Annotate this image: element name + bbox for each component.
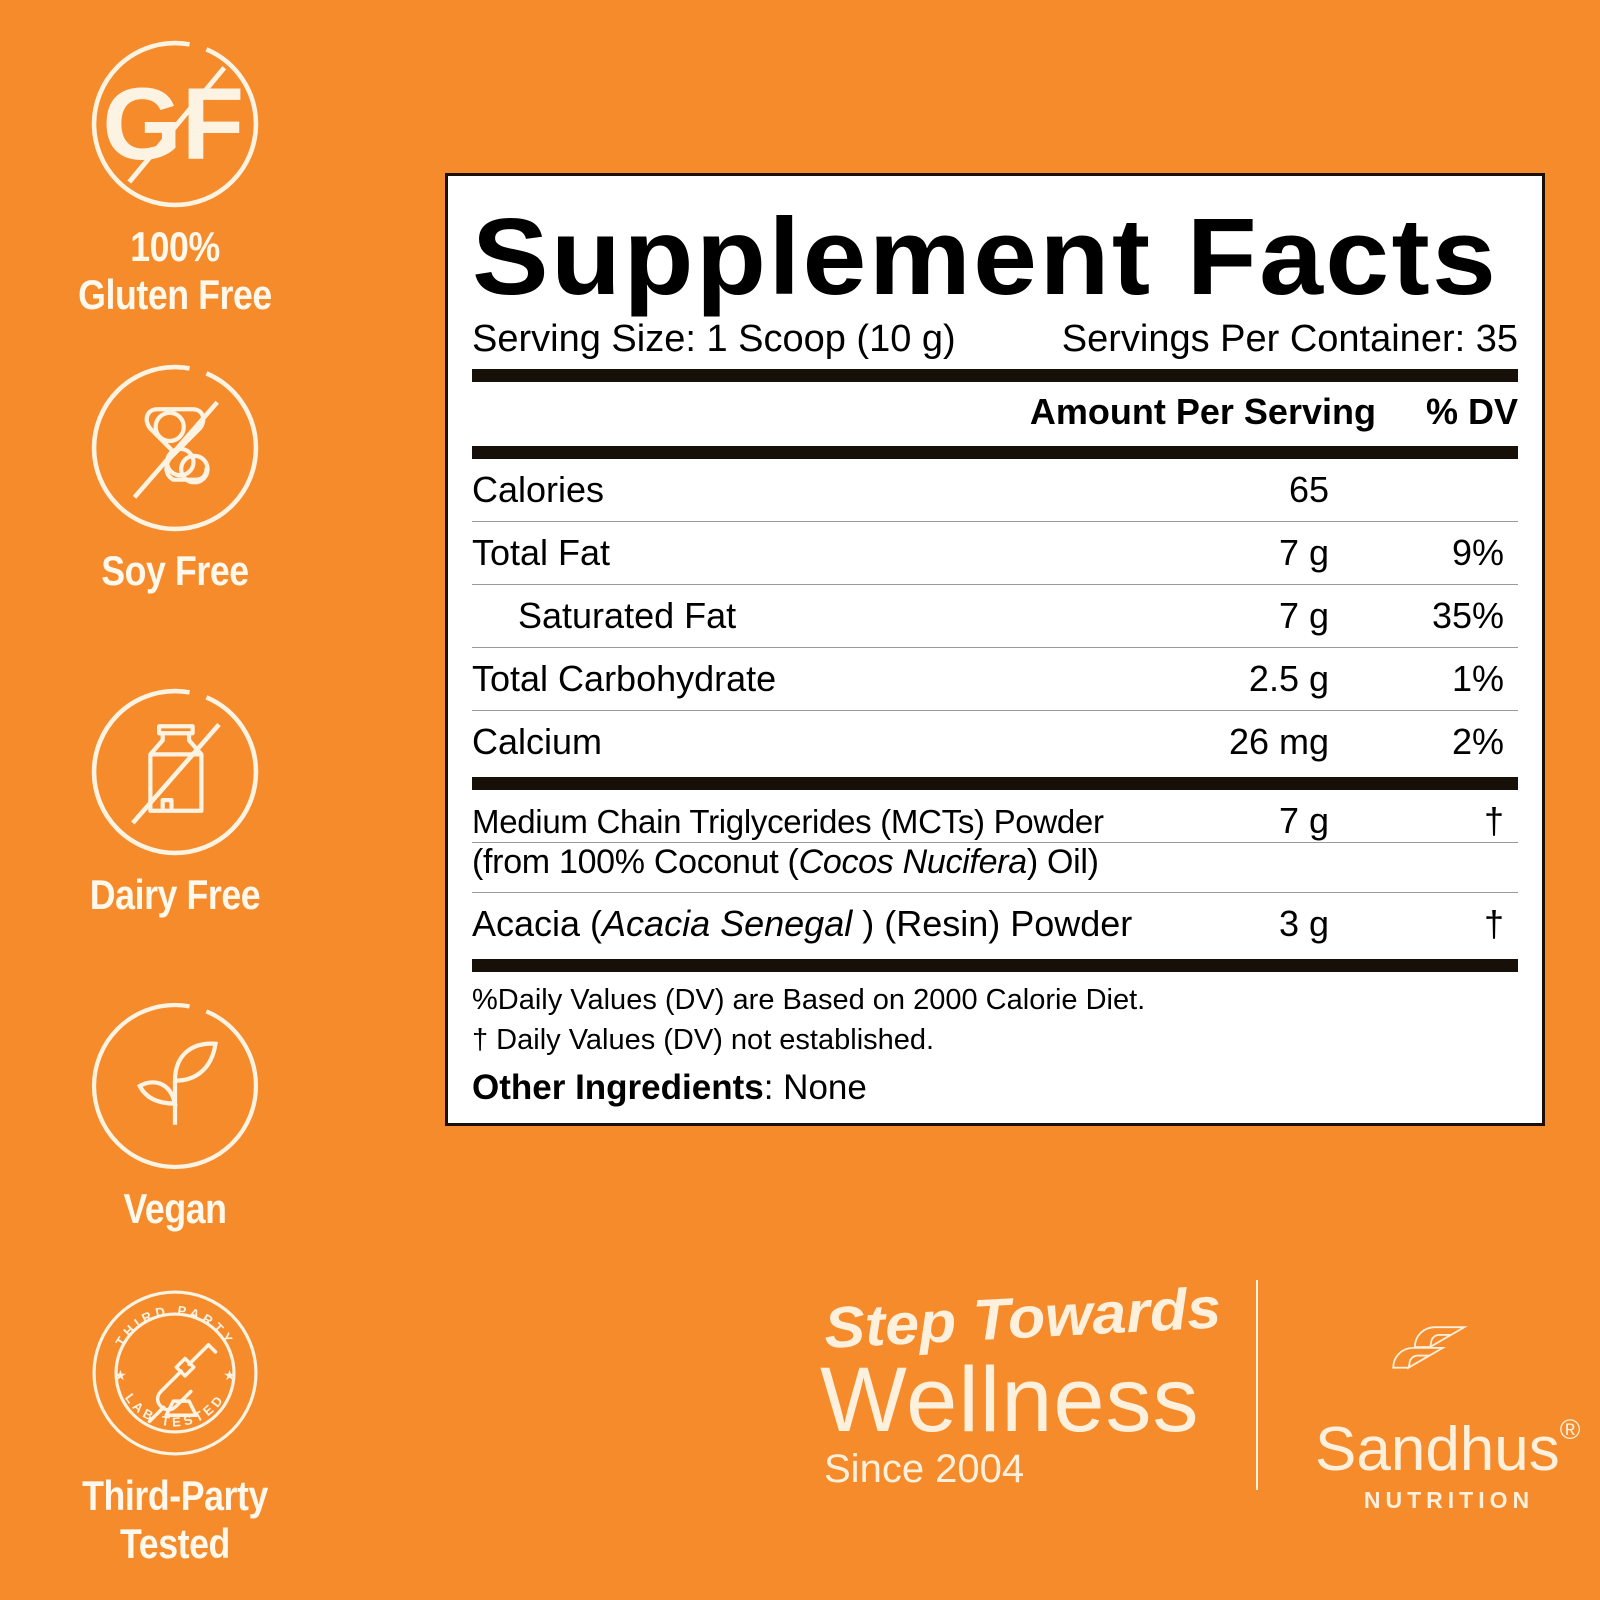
svg-text:★: ★ (114, 1367, 127, 1383)
svg-text:LAB TESTED: LAB TESTED (122, 1390, 228, 1429)
svg-text:THIRD PARTY: THIRD PARTY (112, 1303, 237, 1349)
svg-text:GF: GF (102, 67, 244, 181)
svg-text:★: ★ (223, 1367, 236, 1383)
